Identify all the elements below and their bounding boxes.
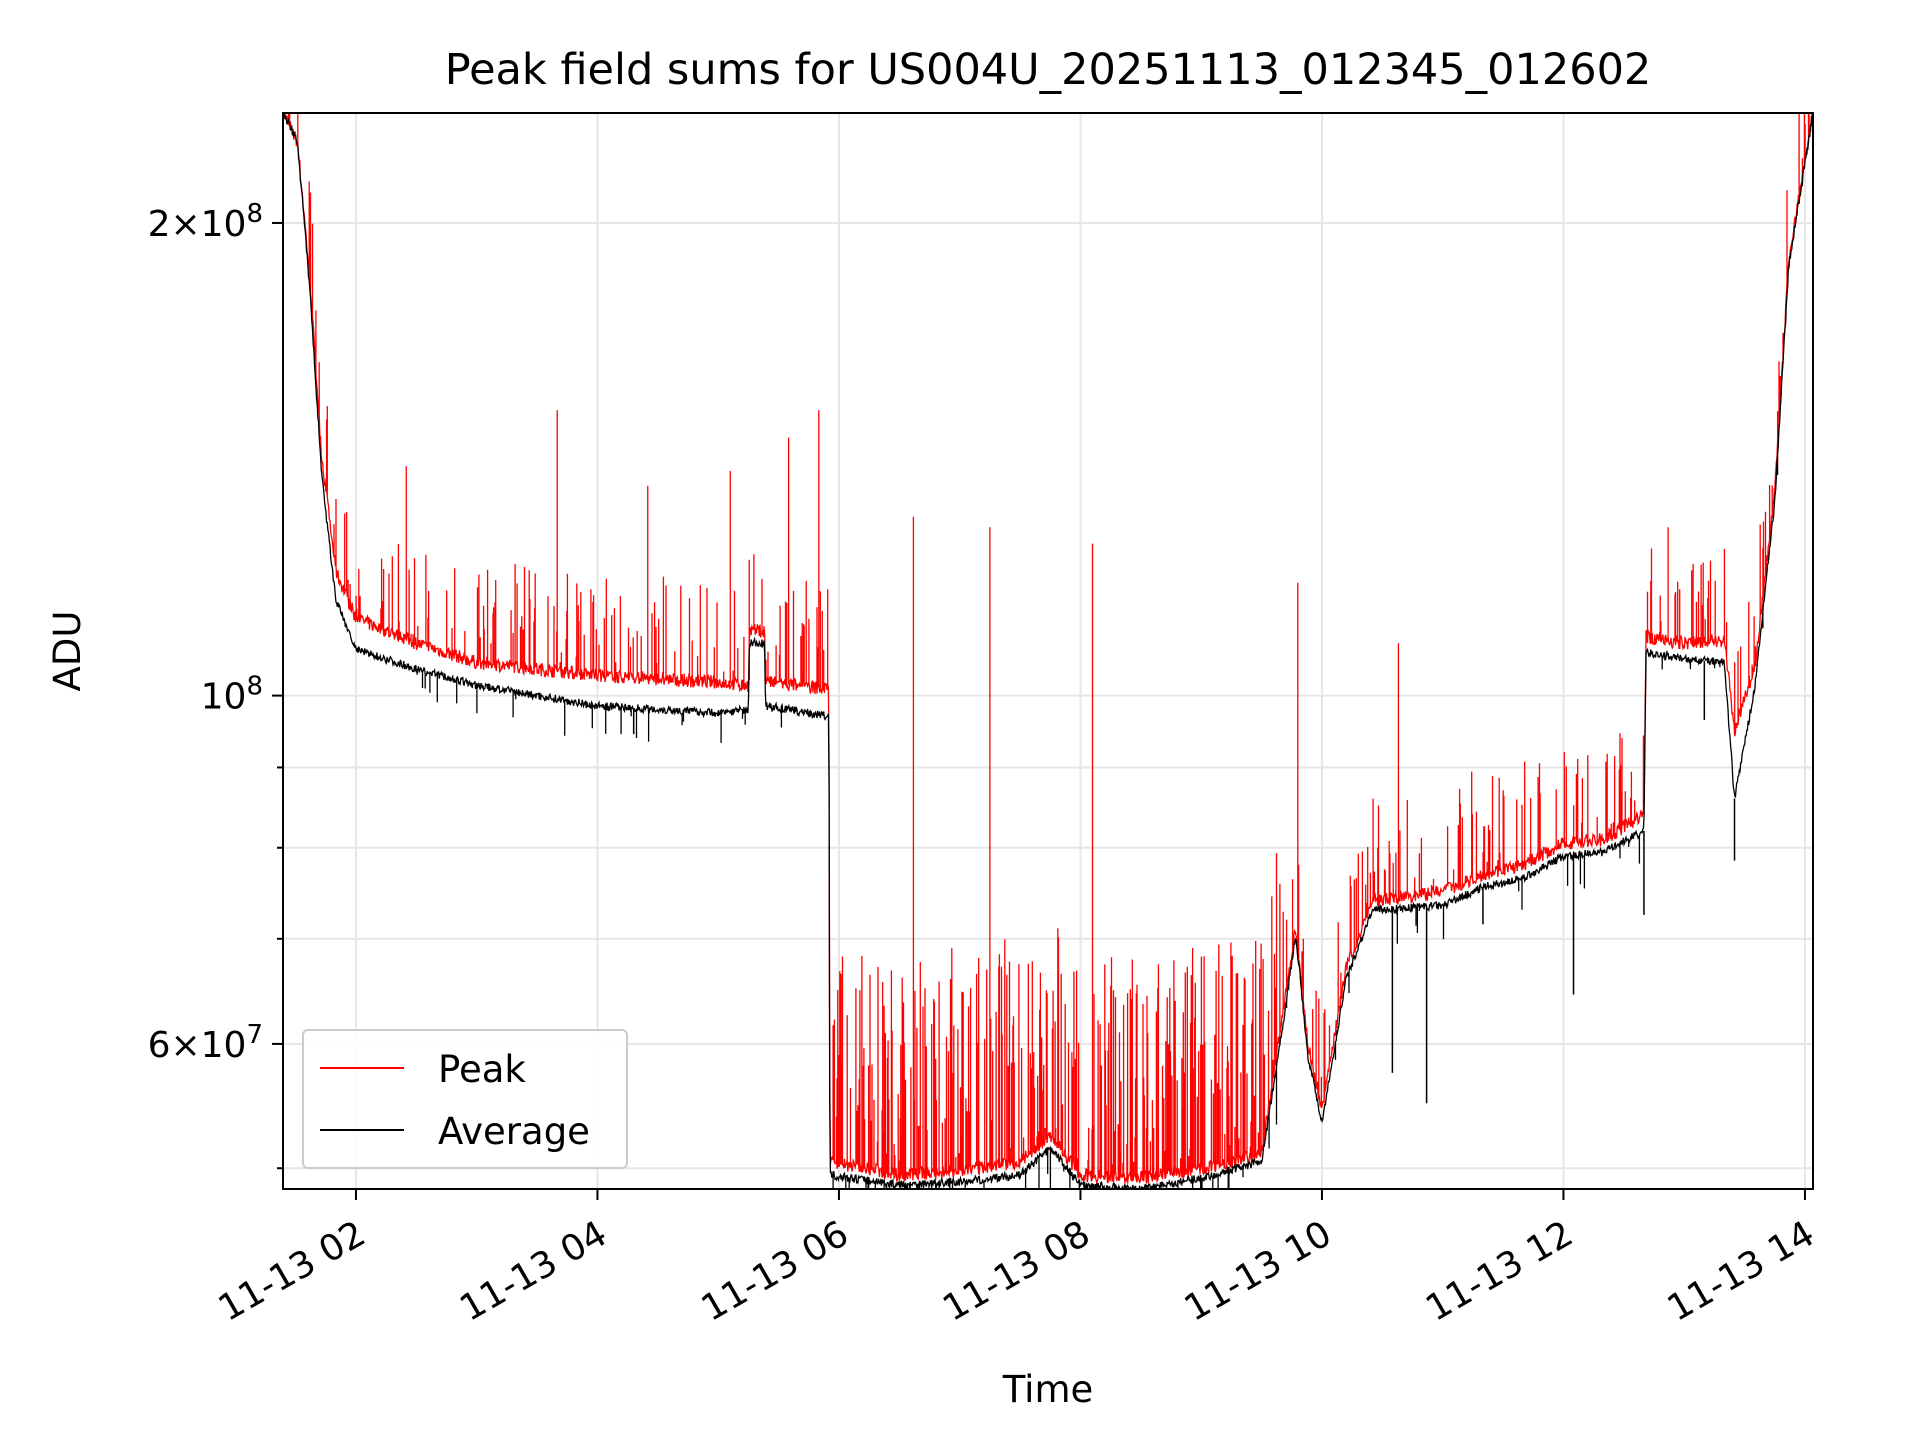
series-average-line xyxy=(283,113,1813,1189)
plot-clip-group xyxy=(283,113,1813,1189)
chart-title: Peak field sums for US004U_20251113_0123… xyxy=(445,45,1652,95)
series-peak-group xyxy=(283,113,1813,1185)
x-axis-label: Time xyxy=(1002,1368,1094,1411)
y-axis: 6×107 108 2×108 xyxy=(148,199,283,1170)
plot-frame xyxy=(282,112,1814,1190)
y-tick-label: 108 xyxy=(201,672,263,718)
legend-peak-label: Peak xyxy=(438,1048,526,1091)
series-peak-line xyxy=(283,113,1813,1185)
y-tick-label: 6×107 xyxy=(148,1020,263,1066)
legend: Peak Average xyxy=(302,1029,628,1169)
y-tick-label: 2×108 xyxy=(148,199,263,245)
legend-box xyxy=(302,1029,628,1169)
y-axis-label: ADU xyxy=(46,611,89,692)
series-average-group xyxy=(283,113,1813,1189)
legend-average-label: Average xyxy=(438,1110,590,1153)
